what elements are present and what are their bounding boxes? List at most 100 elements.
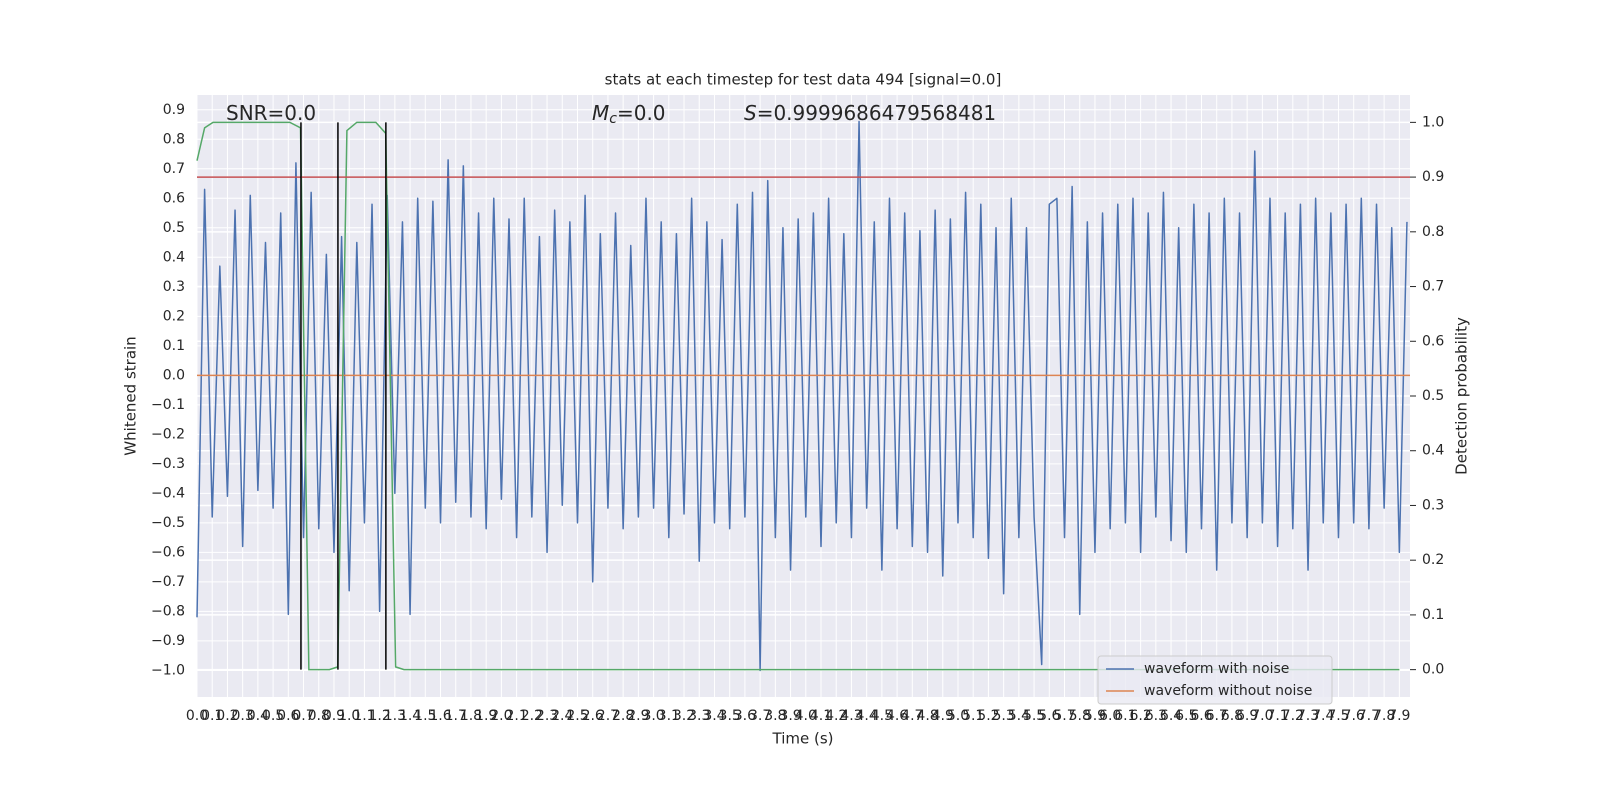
x-tick-label: 7.0 bbox=[1251, 708, 1273, 724]
x-tick-label: 4.9 bbox=[932, 708, 954, 724]
x-tick-label: 4.0 bbox=[795, 708, 817, 724]
x-tick-label: 3.4 bbox=[703, 708, 725, 724]
x-tick-label: 6.1 bbox=[1114, 708, 1136, 724]
x-tick-label: 1.0 bbox=[338, 708, 360, 724]
y-tick-label: −0.4 bbox=[151, 485, 185, 501]
x-tick-label: 3.3 bbox=[688, 708, 710, 724]
x-tick-label: 7.6 bbox=[1343, 708, 1365, 724]
x-tick-label: 0.2 bbox=[216, 708, 238, 724]
y2-tick-label: 0.8 bbox=[1422, 224, 1444, 240]
y2-tick-label: 0.3 bbox=[1422, 497, 1444, 513]
x-tick-label: 1.4 bbox=[399, 708, 421, 724]
y-tick-label: −0.6 bbox=[151, 544, 185, 560]
y2-axis-label: Detection probability bbox=[1453, 317, 1471, 475]
legend-label: waveform with noise bbox=[1144, 661, 1289, 677]
x-tick-label: 7.1 bbox=[1266, 708, 1288, 724]
x-tick-label: 7.2 bbox=[1282, 708, 1304, 724]
y2-tick-label: 0.4 bbox=[1422, 443, 1444, 459]
x-tick-label: 2.0 bbox=[490, 708, 512, 724]
x-tick-label: 6.2 bbox=[1129, 708, 1151, 724]
annotation-subscript: c bbox=[609, 111, 617, 127]
annotation: Mc=0.0 bbox=[592, 101, 666, 128]
x-tick-label: 7.7 bbox=[1358, 708, 1380, 724]
x-tick-label: 3.1 bbox=[658, 708, 680, 724]
y2-tick-label: 0.2 bbox=[1422, 552, 1444, 568]
x-tick-label: 1.7 bbox=[445, 708, 467, 724]
y-tick-label: 0.1 bbox=[163, 338, 185, 354]
x-tick-label: 6.6 bbox=[1190, 708, 1212, 724]
x-tick-label: 1.8 bbox=[460, 708, 482, 724]
x-tick-label: 2.4 bbox=[551, 708, 573, 724]
x-tick-label: 5.4 bbox=[1008, 708, 1030, 724]
x-tick-label: 3.8 bbox=[764, 708, 786, 724]
y2-tick-label: 1.0 bbox=[1422, 114, 1444, 130]
y2-tick-label: 0.9 bbox=[1422, 169, 1444, 185]
x-tick-label: 1.1 bbox=[353, 708, 375, 724]
x-tick-label: 2.7 bbox=[597, 708, 619, 724]
annotation-text: =0.0 bbox=[617, 101, 666, 125]
x-tick-label: 1.2 bbox=[369, 708, 391, 724]
x-tick-label: 2.5 bbox=[566, 708, 588, 724]
y-tick-label: 0.5 bbox=[163, 220, 185, 236]
x-tick-label: 1.9 bbox=[475, 708, 497, 724]
x-tick-label: 4.2 bbox=[825, 708, 847, 724]
x-tick-label: 3.6 bbox=[734, 708, 756, 724]
x-tick-label: 5.7 bbox=[1053, 708, 1075, 724]
x-tick-label: 0.5 bbox=[262, 708, 284, 724]
x-tick-label: 2.2 bbox=[521, 708, 543, 724]
x-tick-label: 2.8 bbox=[612, 708, 634, 724]
x-tick-label: 5.5 bbox=[1023, 708, 1045, 724]
x-tick-label: 6.7 bbox=[1206, 708, 1228, 724]
x-tick-label: 3.2 bbox=[673, 708, 695, 724]
y2-tick-label: 0.1 bbox=[1422, 607, 1444, 623]
x-tick-label: 2.6 bbox=[582, 708, 604, 724]
y-tick-label: −0.7 bbox=[151, 574, 185, 590]
x-tick-label: 4.4 bbox=[856, 708, 878, 724]
x-axis-label: Time (s) bbox=[772, 730, 834, 748]
y-tick-label: 0.0 bbox=[163, 367, 185, 383]
x-tick-label: 1.3 bbox=[384, 708, 406, 724]
x-tick-label: 5.8 bbox=[1069, 708, 1091, 724]
x-tick-label: 4.3 bbox=[840, 708, 862, 724]
x-tick-label: 4.7 bbox=[901, 708, 923, 724]
x-tick-label: 0.4 bbox=[247, 708, 269, 724]
annotation-text: SNR=0.0 bbox=[226, 101, 316, 125]
y2-tick-label: 0.5 bbox=[1422, 388, 1444, 404]
x-tick-label: 0.6 bbox=[277, 708, 299, 724]
x-tick-label: 4.6 bbox=[886, 708, 908, 724]
y-tick-label: 0.3 bbox=[163, 279, 185, 295]
x-tick-label: 6.9 bbox=[1236, 708, 1258, 724]
y-tick-label: 0.4 bbox=[163, 249, 185, 265]
x-tick-label: 4.1 bbox=[810, 708, 832, 724]
y-tick-label: 0.9 bbox=[163, 102, 185, 118]
y-tick-label: −0.3 bbox=[151, 456, 185, 472]
y-tick-label: −0.8 bbox=[151, 603, 185, 619]
x-tick-label: 0.9 bbox=[323, 708, 345, 724]
x-tick-label: 7.8 bbox=[1373, 708, 1395, 724]
x-tick-label: 3.5 bbox=[719, 708, 741, 724]
x-tick-label: 5.9 bbox=[1084, 708, 1106, 724]
y-tick-label: −1.0 bbox=[151, 662, 185, 678]
y-tick-label: −0.9 bbox=[151, 633, 185, 649]
x-tick-label: 2.3 bbox=[536, 708, 558, 724]
legend-box bbox=[1097, 655, 1333, 705]
x-tick-label: 0.1 bbox=[201, 708, 223, 724]
y-axis-label: Whitened strain bbox=[122, 336, 140, 455]
x-tick-label: 0.3 bbox=[232, 708, 254, 724]
x-tick-label: 1.5 bbox=[414, 708, 436, 724]
annotation-symbol: M bbox=[592, 101, 609, 125]
x-tick-label: 5.1 bbox=[962, 708, 984, 724]
x-tick-label: 4.5 bbox=[871, 708, 893, 724]
x-tick-label: 4.8 bbox=[916, 708, 938, 724]
legend-label: waveform without noise bbox=[1144, 683, 1312, 699]
x-tick-label: 0.0 bbox=[186, 708, 208, 724]
x-tick-label: 3.7 bbox=[749, 708, 771, 724]
x-tick-label: 7.9 bbox=[1388, 708, 1410, 724]
y-tick-label: 0.8 bbox=[163, 131, 185, 147]
x-tick-label: 5.0 bbox=[947, 708, 969, 724]
annotation-text: =0.9999686479568481 bbox=[757, 101, 996, 125]
x-tick-label: 7.5 bbox=[1327, 708, 1349, 724]
x-tick-label: 7.4 bbox=[1312, 708, 1334, 724]
annotation: SNR=0.0 bbox=[226, 101, 316, 125]
